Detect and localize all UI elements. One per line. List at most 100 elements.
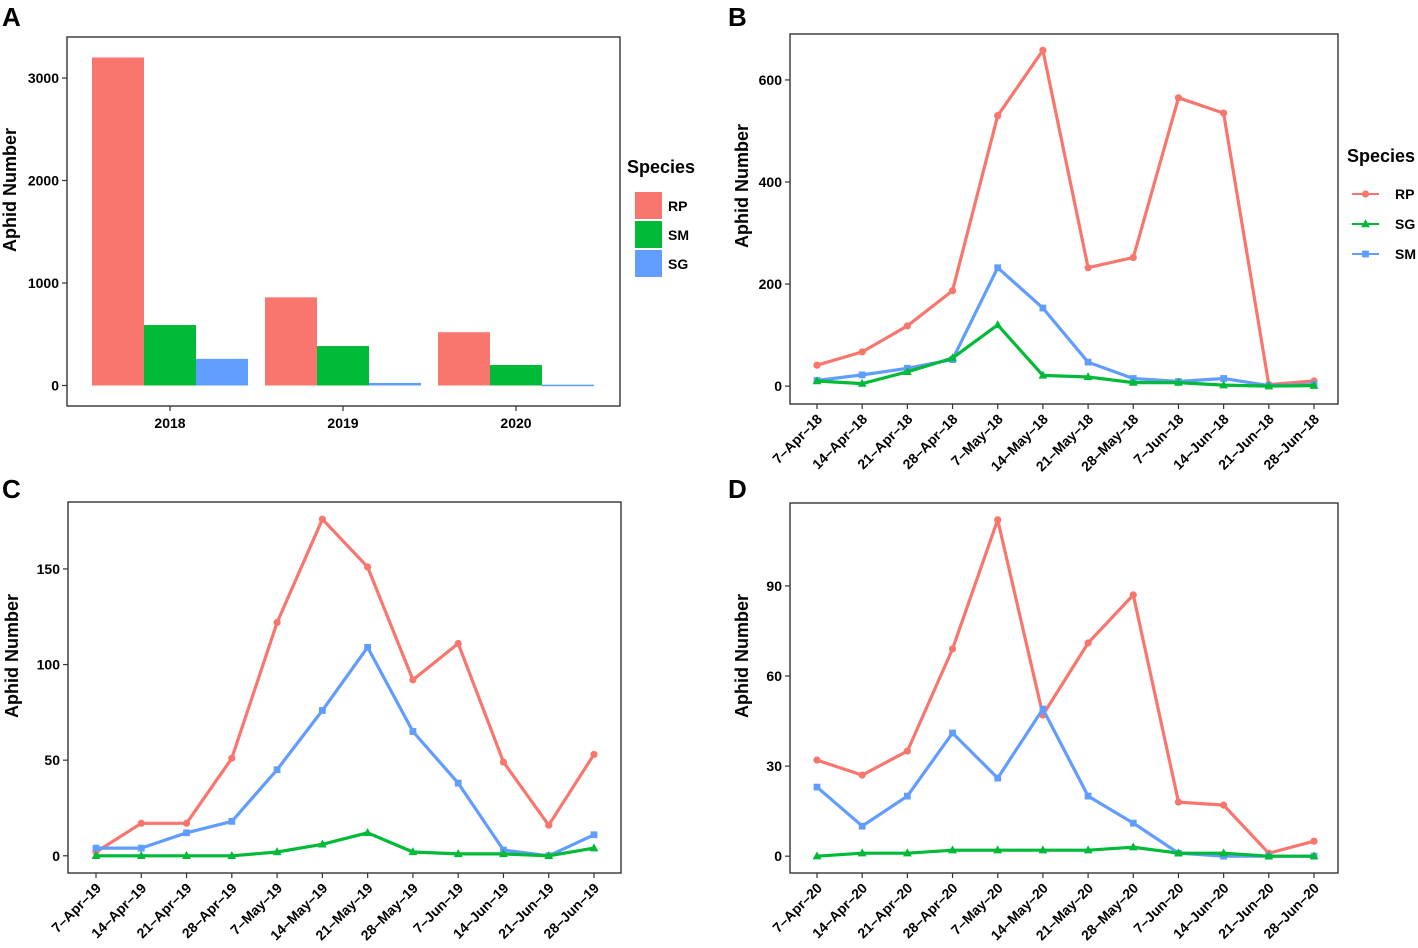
point-sg (272, 847, 282, 856)
point-sg (1038, 845, 1048, 854)
plot-panel-border (789, 33, 1339, 405)
legend-key-sg (635, 250, 662, 277)
point-rp (273, 618, 281, 627)
point-sm (949, 729, 956, 737)
point-rp (903, 322, 911, 330)
point-rp (1174, 798, 1183, 806)
legend-title: Species (627, 157, 695, 177)
point-rp (813, 361, 821, 369)
point-rp (1129, 253, 1137, 262)
point-rp (228, 754, 236, 762)
point-sg (812, 376, 822, 385)
series-line-sg (815, 845, 1316, 858)
point-rp (1310, 837, 1318, 845)
point-sg (136, 850, 146, 859)
series-line-sm (815, 707, 1316, 858)
point-sg (363, 828, 373, 837)
point-sg (857, 378, 867, 387)
y-tick-label: 50 (44, 752, 60, 768)
point-rp (137, 819, 145, 827)
y-tick-label: 0 (52, 848, 60, 864)
panel-a: A 0 1000 2000 3000 Aphid Number 2018 2019 2020 Sp… (0, 2, 695, 431)
bar-sm-2019 (317, 346, 369, 386)
panel-letter: A (2, 2, 21, 32)
legend-label-sm: SM (1395, 246, 1416, 262)
y-axis-title: Aphid Number (0, 128, 20, 252)
point-sg (948, 353, 957, 362)
series-line-sm (94, 645, 596, 858)
plot-panel-border (67, 501, 622, 874)
legend-title: Species (1347, 146, 1415, 166)
point-sm (273, 766, 281, 774)
point-rp (813, 756, 821, 764)
y-tick-label: 200 (759, 276, 783, 292)
point-rp (948, 287, 957, 295)
point-sg (1174, 377, 1183, 386)
panel-letter: C (2, 474, 21, 504)
y-axis-title: Aphid Number (732, 124, 752, 248)
point-sg (1174, 848, 1183, 857)
point-sg (1264, 851, 1274, 860)
series-line-sg (94, 831, 596, 858)
point-sg (453, 849, 463, 858)
point-sm (454, 779, 462, 787)
point-sg (1083, 372, 1093, 381)
point-rp (590, 750, 598, 759)
y-tick-label: 2000 (28, 173, 59, 189)
point-sm (1129, 819, 1137, 827)
point-rp (994, 112, 1002, 120)
point-rp (364, 563, 372, 571)
point-sg (948, 845, 957, 854)
point-sm (228, 817, 236, 825)
point-sg (993, 320, 1003, 329)
point-sm (1220, 375, 1228, 382)
point-sg (91, 850, 101, 859)
point-sm (1039, 705, 1047, 713)
point-sg (589, 843, 599, 852)
y-tick-label: 1000 (28, 275, 59, 291)
y-axis-title: Aphid Number (2, 594, 22, 718)
point-sg (227, 850, 237, 859)
point-sm (1039, 304, 1047, 312)
series-line-rp (815, 518, 1316, 855)
point-sg (544, 850, 554, 859)
point-sg (812, 851, 822, 860)
y-tick-label: 400 (759, 174, 783, 190)
point-rp (903, 747, 911, 755)
point-sg (408, 847, 418, 856)
point-sm (903, 792, 911, 800)
bar-sg-2020 (542, 384, 594, 387)
bar-sg-2019 (369, 382, 421, 386)
point-sg (1128, 842, 1138, 851)
y-tick-label: 90 (766, 578, 782, 594)
legend-label-sm: SM (668, 227, 689, 243)
point-rp (1220, 801, 1228, 809)
legend-label-sg: SG (1395, 216, 1415, 232)
series-line-sm (815, 266, 1316, 388)
bar-sm-2018 (144, 325, 196, 386)
y-tick-label: 600 (759, 72, 783, 88)
x-tick-label: 2020 (500, 415, 531, 431)
y-tick-label: 0 (774, 848, 782, 864)
point-rp (858, 771, 866, 779)
legend-label-rp: RP (1395, 186, 1414, 202)
legend-key-marker-rp (1361, 190, 1370, 198)
y-tick-label: 3000 (28, 70, 59, 86)
point-rp (182, 819, 191, 827)
point-rp (1084, 264, 1092, 272)
point-rp (499, 758, 508, 766)
panel-letter: B (728, 2, 747, 32)
bar-rp-2020 (438, 332, 490, 386)
x-tick-label: 2018 (154, 415, 185, 431)
legend-key-sm (635, 221, 662, 248)
point-sg (1309, 851, 1319, 860)
y-tick-label: 100 (37, 657, 61, 673)
legend-label-sg: SG (668, 256, 688, 272)
bar-rp-2019 (265, 297, 317, 386)
point-sg (902, 367, 912, 376)
point-sm (813, 783, 821, 791)
point-sg (902, 848, 912, 857)
